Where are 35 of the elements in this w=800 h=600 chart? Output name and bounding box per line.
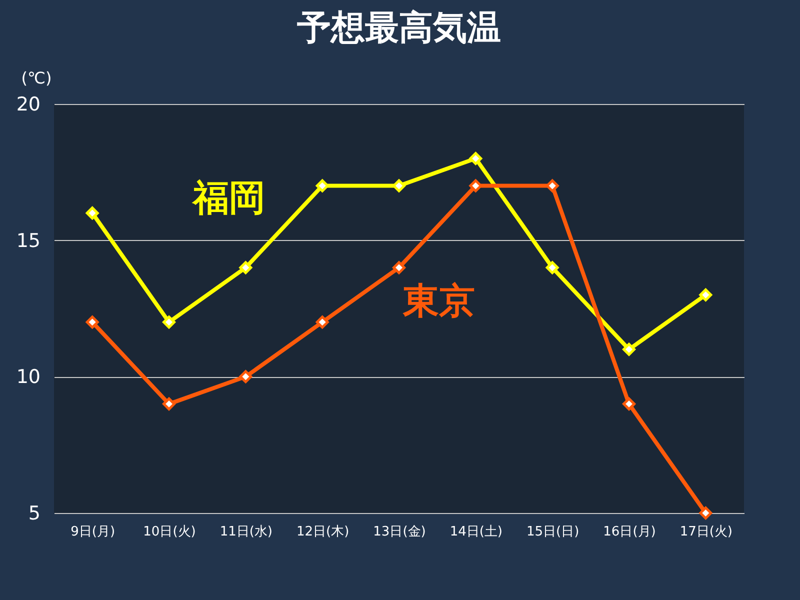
point	[699, 506, 712, 520]
point	[239, 261, 252, 274]
point	[699, 288, 712, 302]
x-tick-label: 11日(水)	[220, 524, 273, 540]
point	[546, 261, 559, 274]
point	[546, 179, 559, 192]
y-tick-label: 10	[16, 366, 40, 388]
point	[316, 179, 329, 192]
point	[239, 370, 252, 384]
y-tick-label: 20	[16, 94, 40, 116]
point	[86, 316, 99, 329]
point	[162, 316, 176, 329]
series-label: 福岡	[191, 178, 265, 219]
point	[316, 316, 329, 329]
point	[162, 397, 176, 410]
x-tick-label: 16日(月)	[603, 524, 656, 540]
point	[86, 206, 99, 220]
y-tick-label: 15	[16, 230, 40, 252]
x-tick-label: 10日(火)	[143, 524, 196, 540]
x-tick-label: 13日(金)	[373, 524, 426, 540]
point	[469, 152, 482, 166]
x-tick-label: 12日(木)	[296, 524, 350, 540]
series-label: 東京	[402, 281, 475, 322]
point	[622, 397, 636, 410]
x-tick-label: 9日(月)	[70, 524, 116, 540]
point	[469, 179, 482, 192]
x-tick-label: 15日(日)	[526, 524, 580, 540]
x-tick-label: 14日(土)	[450, 524, 503, 540]
y-axis-title: (℃)	[21, 68, 52, 88]
point	[392, 179, 406, 192]
x-tick-label: 17日(火)	[680, 524, 733, 540]
point	[392, 261, 406, 274]
chart-title: 予想最高気温	[296, 8, 501, 48]
y-tick-label: 5	[28, 502, 40, 524]
point	[622, 342, 636, 356]
